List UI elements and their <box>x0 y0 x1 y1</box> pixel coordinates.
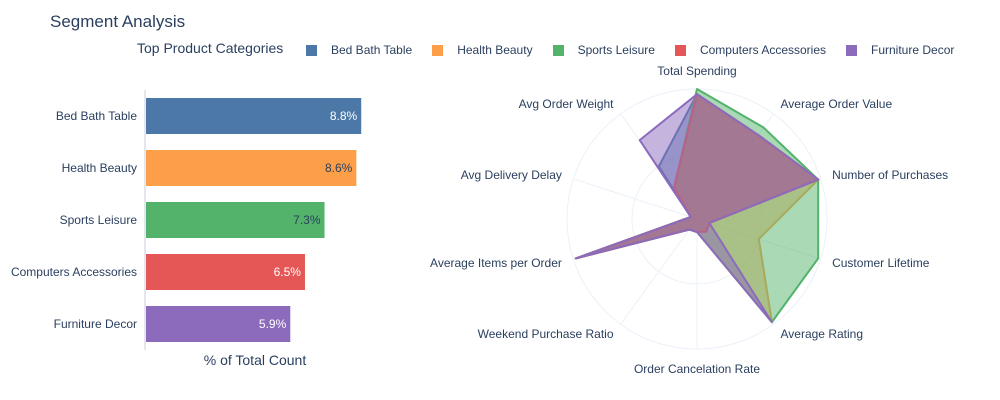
bar-category-label: Bed Bath Table <box>56 109 138 123</box>
bar-computers-accessories[interactable] <box>146 254 305 290</box>
bar-value-label: 8.8% <box>330 109 358 123</box>
chart-legend: Bed Bath Table Health Beauty Sports Leis… <box>306 40 974 60</box>
legend-swatch <box>674 44 686 56</box>
radar-spoke <box>620 218 698 325</box>
legend-swatch <box>846 44 857 56</box>
legend-item-bed-bath-table[interactable]: Bed Bath Table <box>306 43 412 57</box>
radar-axis-label-average-order-value: Average Order Value <box>781 97 893 111</box>
radar-series-furniture-decor[interactable] <box>574 93 820 324</box>
bar-bed-bath-table[interactable] <box>146 98 362 134</box>
legend-swatch <box>552 44 564 56</box>
radar-axis-label-number-of-purchases: Number of Purchases <box>832 168 948 182</box>
page-title: Segment Analysis <box>50 12 186 31</box>
bar-value-label: 6.5% <box>274 265 302 279</box>
legend-label: Health Beauty <box>457 43 533 57</box>
radar-axis-label-average-items-per-order: Average Items per Order <box>430 256 562 270</box>
bar-x-axis-label: % of Total Count <box>204 352 307 368</box>
legend-item-health-beauty[interactable]: Health Beauty <box>432 43 533 57</box>
radar-axis-label-order-cancelation-rate: Order Cancelation Rate <box>634 362 760 376</box>
legend-label: Computers Accessories <box>699 43 826 57</box>
legend-item-furniture-decor[interactable]: Furniture Decor <box>846 43 954 57</box>
legend-label: Furniture Decor <box>871 43 955 57</box>
legend-label: Bed Bath Table <box>331 43 413 57</box>
bar-health-beauty[interactable] <box>146 150 357 186</box>
legend-swatch <box>432 44 444 56</box>
radar-axis-label-total-spending: Total Spending <box>657 64 736 78</box>
radar-spoke <box>573 178 698 220</box>
legend-label: Sports Leisure <box>577 43 655 57</box>
radar-axis-label-average-rating: Average Rating <box>781 327 864 341</box>
legend-swatch <box>306 44 317 56</box>
bar-category-label: Computers Accessories <box>11 265 137 279</box>
bar-value-label: 5.9% <box>259 317 287 331</box>
bar-furniture-decor[interactable] <box>146 306 291 342</box>
radar-axis-label-customer-lifetime: Customer Lifetime <box>832 256 930 270</box>
legend-item-computers-accessories[interactable]: Computers Accessories <box>674 43 826 57</box>
bar-value-label: 8.6% <box>325 161 353 175</box>
radar-axis-label-avg-order-weight: Avg Order Weight <box>519 97 615 111</box>
bar-category-label: Health Beauty <box>62 161 137 175</box>
legend-item-sports-leisure[interactable]: Sports Leisure <box>552 43 655 57</box>
bar-chart-title: Top Product Categories <box>137 40 284 56</box>
bar-chart: Bed Bath Table 8.8% Health Beauty 8.6% Sport… <box>11 90 362 368</box>
bar-category-label: Furniture Decor <box>54 317 137 331</box>
bar-value-label: 7.3% <box>293 213 321 227</box>
bar-sports-leisure[interactable] <box>146 202 325 238</box>
radar-axis-label-weekend-purchase-ratio: Weekend Purchase Ratio <box>478 327 614 341</box>
radar-axis-label-avg-delivery-delay: Avg Delivery Delay <box>461 168 562 182</box>
bar-category-label: Sports Leisure <box>60 213 138 227</box>
